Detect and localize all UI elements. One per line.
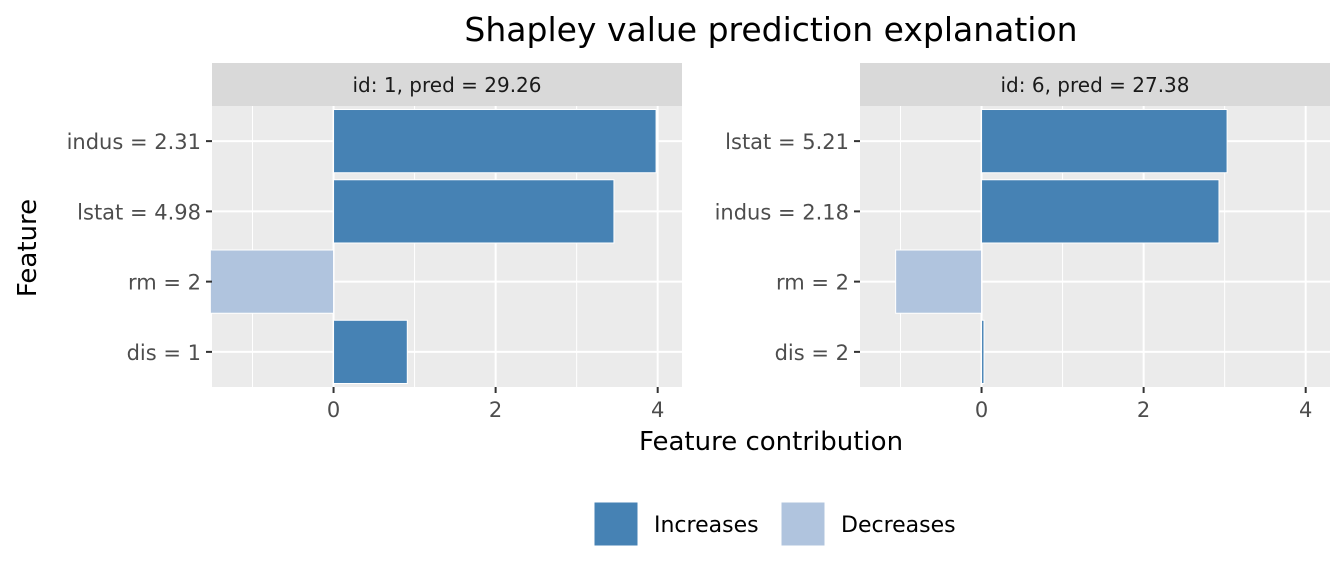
y-tick-label: indus = 2.18 (715, 200, 849, 224)
legend-item: Decreases (780, 501, 956, 547)
legend-item: Increases (593, 501, 759, 547)
x-tick-label: 4 (651, 398, 664, 422)
x-tick-label: 2 (489, 398, 502, 422)
y-tick-label: dis = 1 (127, 341, 201, 365)
facet-strip (212, 63, 682, 106)
bar (333, 319, 408, 384)
bar (981, 319, 985, 384)
facet-strip (860, 63, 1330, 106)
bar (981, 109, 1228, 174)
bar (981, 179, 1220, 244)
bar (333, 179, 615, 244)
y-axis-title: Feature (13, 199, 43, 297)
y-tick-label: lstat = 4.98 (77, 200, 201, 224)
x-tick-label: 4 (1299, 398, 1312, 422)
y-tick-label: dis = 2 (775, 341, 849, 365)
legend: Increases Decreases (593, 501, 956, 547)
legend-key (780, 501, 826, 547)
y-tick-label: lstat = 5.21 (725, 130, 849, 154)
x-tick-label: 0 (327, 398, 340, 422)
panels: id: 1, pred = 29.26 indus = 2.31 lstat = 4… (67, 63, 1330, 422)
chart-title: Shapley value prediction explanation (464, 10, 1077, 49)
bar (895, 249, 983, 314)
facet-strip-label: id: 6, pred = 27.38 (1001, 73, 1190, 97)
facet-panel: id: 6, pred = 27.38 lstat = 5.21 indus = 2… (715, 63, 1330, 422)
legend-label: Increases (654, 513, 759, 538)
facet-panel: id: 1, pred = 29.26 indus = 2.31 lstat = 4… (67, 63, 682, 422)
y-tick-label: indus = 2.31 (67, 130, 201, 154)
bar (209, 249, 335, 314)
facet-strip-label: id: 1, pred = 29.26 (353, 73, 542, 97)
x-tick-label: 2 (1137, 398, 1150, 422)
legend-key (593, 501, 639, 547)
y-tick-label: rm = 2 (128, 271, 201, 295)
bar (333, 109, 657, 174)
y-tick-label: rm = 2 (776, 271, 849, 295)
x-tick-label: 0 (975, 398, 988, 422)
x-axis-title: Feature contribution (639, 427, 903, 457)
legend-label: Decreases (841, 513, 956, 538)
